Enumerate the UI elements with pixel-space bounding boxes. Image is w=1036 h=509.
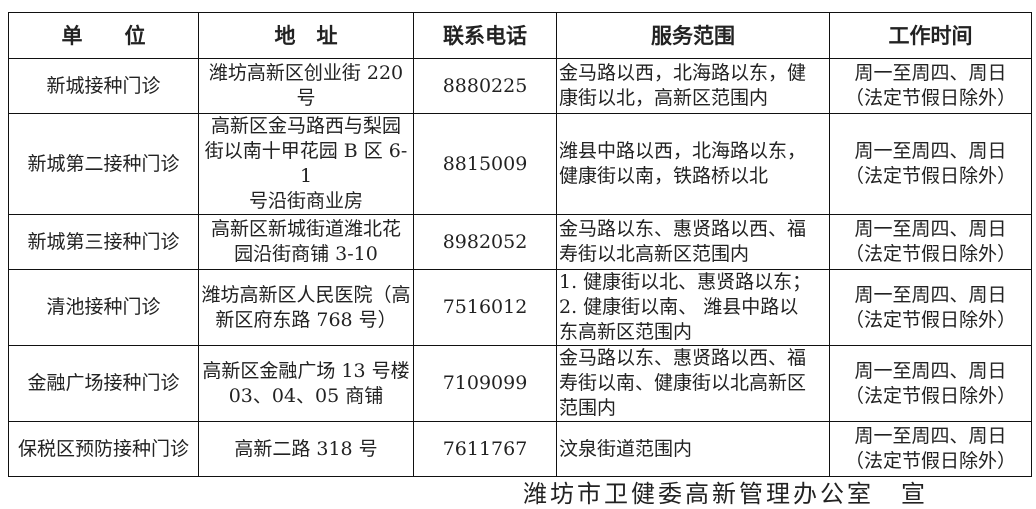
- phone-cell: 8880225: [413, 58, 557, 114]
- unit-cell: 金融广场接种门诊: [8, 345, 199, 422]
- header-hours: 工作时间: [829, 12, 1032, 59]
- header-address: 地 址: [198, 12, 414, 59]
- scope-cell: 汶泉街道范围内: [556, 421, 830, 477]
- scope-cell: 金马路以东、惠贤路以西、福 寿街以南、健康街以北高新区 范围内: [556, 345, 830, 422]
- unit-cell: 新城接种门诊: [8, 58, 199, 114]
- table-row: 新城第二接种门诊 高新区金马路西与梨园 街以南十甲花园 B 区 6-1 号沿街商…: [8, 113, 1032, 215]
- phone-cell: 7516012: [413, 269, 557, 346]
- issuer-signature: 潍坊市卫健委高新管理办公室 宣: [523, 480, 928, 508]
- scope-cell: 金马路以西，北海路以东，健 康街以北，高新区范围内: [556, 58, 830, 114]
- phone-cell: 8982052: [413, 214, 557, 270]
- unit-cell: 新城第二接种门诊: [8, 113, 199, 215]
- phone-cell: 8815009: [413, 113, 557, 215]
- address-cell: 潍坊高新区人民医院（高 新区府东路 768 号）: [198, 269, 414, 346]
- hours-cell: 周一至周四、周日 （法定节假日除外）: [829, 345, 1032, 422]
- table-row: 金融广场接种门诊 高新区金融广场 13 号楼 03、04、05 商铺 71090…: [8, 345, 1032, 422]
- address-cell: 高新区金融广场 13 号楼 03、04、05 商铺: [198, 345, 414, 422]
- table-row: 新城第三接种门诊 高新区新城街道潍北花 园沿街商铺 3-10 8982052 金…: [8, 214, 1032, 270]
- header-phone: 联系电话: [413, 12, 557, 59]
- address-cell: 潍坊高新区创业街 220 号: [198, 58, 414, 114]
- scope-cell: 潍县中路以西，北海路以东， 健康街以南，铁路桥以北: [556, 113, 830, 215]
- address-cell: 高新区金马路西与梨园 街以南十甲花园 B 区 6-1 号沿街商业房: [198, 113, 414, 215]
- hours-cell: 周一至周四、周日 （法定节假日除外）: [829, 421, 1032, 477]
- address-cell: 高新二路 318 号: [198, 421, 414, 477]
- phone-cell: 7611767: [413, 421, 557, 477]
- hours-cell: 周一至周四、周日 （法定节假日除外）: [829, 214, 1032, 270]
- clinic-table: 单 位 地 址 联系电话 服务范围 工作时间 新城接种门诊 潍坊高新区创业街 2…: [8, 12, 1032, 477]
- table-row: 保税区预防接种门诊 高新二路 318 号 7611767 汶泉街道范围内 周一至…: [8, 421, 1032, 477]
- hours-cell: 周一至周四、周日 （法定节假日除外）: [829, 113, 1032, 215]
- table-row: 清池接种门诊 潍坊高新区人民医院（高 新区府东路 768 号） 7516012 …: [8, 269, 1032, 346]
- header-scope: 服务范围: [556, 12, 830, 59]
- hours-cell: 周一至周四、周日 （法定节假日除外）: [829, 58, 1032, 114]
- header-row: 单 位 地 址 联系电话 服务范围 工作时间: [8, 12, 1032, 59]
- unit-cell: 新城第三接种门诊: [8, 214, 199, 270]
- address-cell: 高新区新城街道潍北花 园沿街商铺 3-10: [198, 214, 414, 270]
- unit-cell: 保税区预防接种门诊: [8, 421, 199, 477]
- phone-cell: 7109099: [413, 345, 557, 422]
- scope-cell: 金马路以东、惠贤路以西、福 寿街以北高新区范围内: [556, 214, 830, 270]
- table-row: 新城接种门诊 潍坊高新区创业街 220 号 8880225 金马路以西，北海路以…: [8, 58, 1032, 114]
- header-unit: 单 位: [8, 12, 199, 59]
- hours-cell: 周一至周四、周日 （法定节假日除外）: [829, 269, 1032, 346]
- scope-cell: 1. 健康街以北、惠贤路以东； 2. 健康街以南、 潍县中路以 东高新区范围内: [556, 269, 830, 346]
- unit-cell: 清池接种门诊: [8, 269, 199, 346]
